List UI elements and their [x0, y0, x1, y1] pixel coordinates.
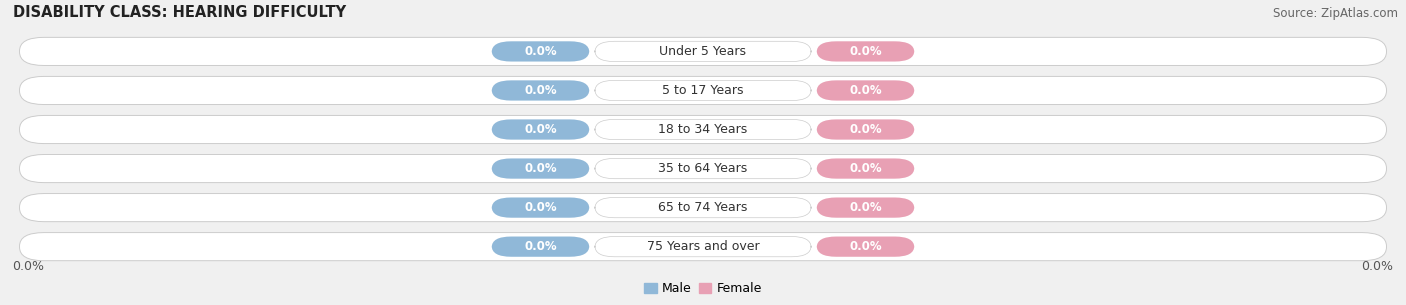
Text: 0.0%: 0.0%: [849, 45, 882, 58]
FancyBboxPatch shape: [595, 158, 811, 179]
FancyBboxPatch shape: [817, 119, 914, 140]
FancyBboxPatch shape: [492, 80, 589, 101]
FancyBboxPatch shape: [595, 41, 811, 62]
Text: DISABILITY CLASS: HEARING DIFFICULTY: DISABILITY CLASS: HEARING DIFFICULTY: [13, 5, 346, 20]
FancyBboxPatch shape: [492, 119, 589, 140]
FancyBboxPatch shape: [20, 194, 1386, 222]
Text: 0.0%: 0.0%: [1361, 260, 1393, 273]
Text: 0.0%: 0.0%: [524, 123, 557, 136]
Text: 0.0%: 0.0%: [524, 201, 557, 214]
Text: 0.0%: 0.0%: [13, 260, 45, 273]
Text: Under 5 Years: Under 5 Years: [659, 45, 747, 58]
FancyBboxPatch shape: [817, 41, 914, 62]
FancyBboxPatch shape: [492, 41, 589, 62]
FancyBboxPatch shape: [817, 236, 914, 257]
Text: 0.0%: 0.0%: [849, 201, 882, 214]
Text: 0.0%: 0.0%: [849, 162, 882, 175]
FancyBboxPatch shape: [817, 158, 914, 179]
FancyBboxPatch shape: [20, 233, 1386, 261]
FancyBboxPatch shape: [817, 197, 914, 218]
Text: 5 to 17 Years: 5 to 17 Years: [662, 84, 744, 97]
Text: 65 to 74 Years: 65 to 74 Years: [658, 201, 748, 214]
Text: 0.0%: 0.0%: [524, 240, 557, 253]
Text: 0.0%: 0.0%: [524, 45, 557, 58]
FancyBboxPatch shape: [492, 197, 589, 218]
Legend: Male, Female: Male, Female: [640, 277, 766, 300]
Text: 75 Years and over: 75 Years and over: [647, 240, 759, 253]
Text: 0.0%: 0.0%: [849, 240, 882, 253]
FancyBboxPatch shape: [492, 236, 589, 257]
Text: 18 to 34 Years: 18 to 34 Years: [658, 123, 748, 136]
Text: 0.0%: 0.0%: [524, 84, 557, 97]
FancyBboxPatch shape: [595, 119, 811, 140]
FancyBboxPatch shape: [817, 80, 914, 101]
Text: 0.0%: 0.0%: [849, 84, 882, 97]
FancyBboxPatch shape: [595, 80, 811, 101]
Text: Source: ZipAtlas.com: Source: ZipAtlas.com: [1272, 7, 1398, 20]
Text: 0.0%: 0.0%: [849, 123, 882, 136]
FancyBboxPatch shape: [20, 77, 1386, 105]
FancyBboxPatch shape: [492, 158, 589, 179]
FancyBboxPatch shape: [595, 236, 811, 257]
FancyBboxPatch shape: [20, 38, 1386, 66]
FancyBboxPatch shape: [595, 197, 811, 218]
FancyBboxPatch shape: [20, 116, 1386, 144]
Text: 35 to 64 Years: 35 to 64 Years: [658, 162, 748, 175]
Text: 0.0%: 0.0%: [524, 162, 557, 175]
FancyBboxPatch shape: [20, 155, 1386, 183]
